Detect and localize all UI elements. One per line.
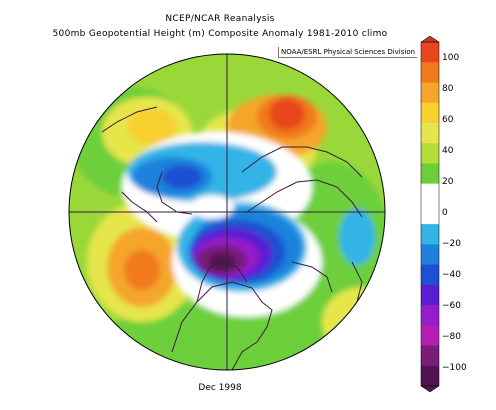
colorbar-cell [421, 284, 439, 306]
colorbar-cell [421, 62, 439, 83]
title-line-1: NCEP/NCAR Reanalysis [165, 14, 275, 24]
colorbar-cell [421, 244, 439, 266]
colorbar-cell [421, 264, 439, 286]
polar-anomaly-map [68, 53, 386, 371]
colorbar-label: −40 [442, 270, 461, 280]
title-line-2: 500mb Geopotential Height (m) Composite … [52, 29, 388, 39]
colorbar-top-arrow [420, 36, 440, 43]
map-border [68, 53, 386, 371]
colorbar-cell [421, 82, 439, 104]
date-label: Dec 1998 [198, 383, 242, 393]
colorbar-label: 0 [442, 208, 448, 218]
colorbar-cell [421, 365, 439, 387]
colorbar-label: 60 [442, 115, 454, 125]
colorbar-cell [421, 203, 439, 225]
colorbar-cell [421, 122, 439, 144]
colorbar-cell [421, 305, 439, 326]
colorbar-cell [421, 102, 439, 124]
colorbar-label: −100 [442, 363, 467, 373]
colorbar-cell [421, 42, 439, 63]
coastlines [101, 106, 363, 370]
colorbar-cell [421, 163, 439, 185]
colorbar-label: −20 [442, 239, 461, 249]
colorbar-cell [421, 345, 439, 367]
colorbar-label: 80 [442, 84, 454, 94]
colorbar-label: −80 [442, 332, 461, 342]
colorbar-label: −60 [442, 301, 461, 311]
colorbar-label: 40 [442, 146, 454, 156]
colorbar [420, 36, 440, 393]
credit-label: NOAA/ESRL Physical Sciences Division [278, 47, 418, 58]
colorbar-bottom-arrow [420, 385, 440, 393]
colorbar-cell [421, 325, 439, 347]
colorbar-cell [421, 224, 439, 245]
colorbar-label: 100 [442, 53, 460, 63]
colorbar-cell [421, 143, 439, 164]
anomaly-field [69, 54, 385, 370]
colorbar-cell [421, 183, 439, 205]
colorbar-label: 20 [442, 177, 454, 187]
